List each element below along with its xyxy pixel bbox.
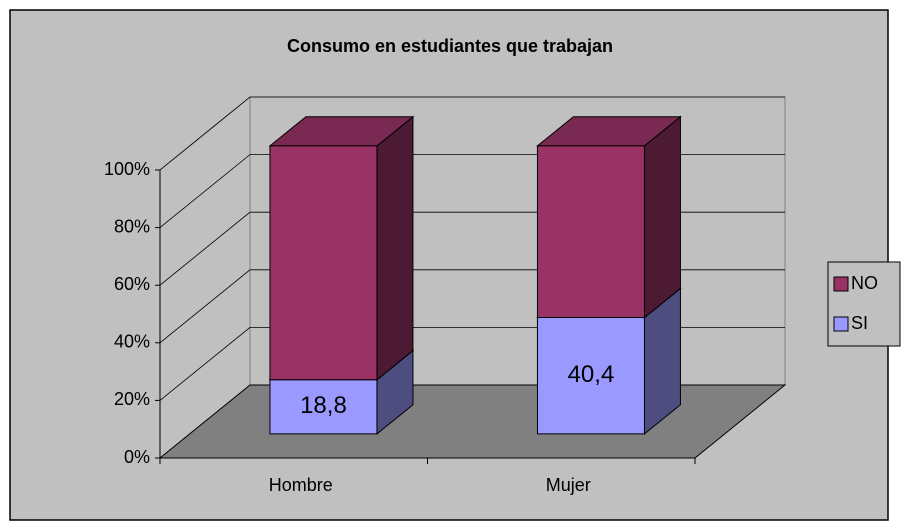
x-tick-label: Mujer: [546, 475, 591, 495]
bar-side: [376, 115, 414, 381]
x-tick-label: Hombre: [269, 475, 333, 495]
legend-swatch: [833, 276, 849, 292]
y-tick-label: 100%: [104, 159, 150, 179]
chart-title: Consumo en estudiantes que trabajan: [287, 36, 613, 56]
y-tick-label: 60%: [114, 274, 150, 294]
floor: [158, 384, 787, 459]
y-tick-label: 40%: [114, 332, 150, 352]
bar-side: [643, 115, 681, 319]
bar: [536, 145, 645, 319]
y-tick-label: 0%: [124, 447, 150, 467]
grid-line: [159, 96, 785, 171]
data-label: 40,4: [568, 361, 615, 388]
legend: [827, 261, 901, 347]
y-tick-label: 80%: [114, 216, 150, 236]
data-label: 18,8: [300, 392, 347, 419]
bar: [269, 145, 378, 381]
legend-label: SI: [851, 313, 868, 333]
legend-swatch: [833, 316, 849, 332]
y-tick-label: 20%: [114, 389, 150, 409]
legend-label: NO: [851, 273, 878, 293]
